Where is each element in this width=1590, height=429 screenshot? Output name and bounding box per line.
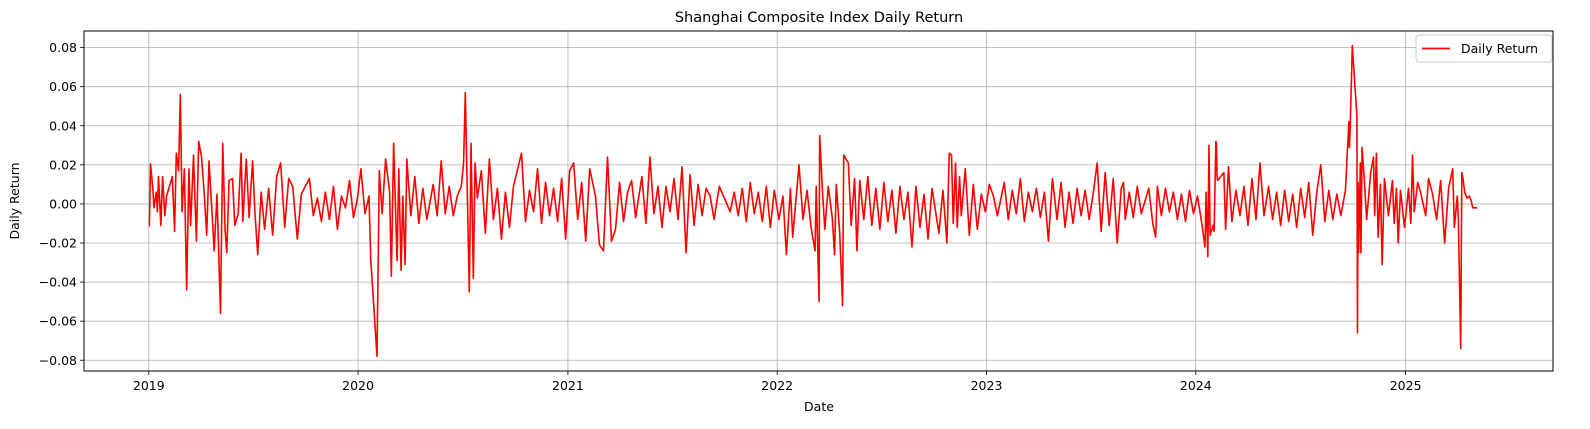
x-tick-label: 2020 (342, 378, 374, 393)
ticks-layer: 2019 2020 2021 2022 2023 2024 2025 −0.08 −0.06 −0… (39, 40, 1422, 393)
y-tick-label: 0.04 (49, 118, 77, 133)
y-axis-title: Daily Return (7, 162, 22, 239)
legend-label-daily-return: Daily Return (1461, 41, 1538, 56)
x-axis-title: Date (804, 399, 834, 414)
y-tick-label: 0.08 (49, 40, 77, 55)
y-tick-label: 0.00 (49, 196, 77, 211)
y-tick-label: −0.04 (39, 275, 77, 290)
y-tick-label: −0.06 (39, 314, 77, 329)
x-tick-label: 2024 (1180, 378, 1212, 393)
x-tick-label: 2021 (552, 378, 584, 393)
y-tick-label: −0.08 (39, 353, 77, 368)
axes-frame (83, 30, 1554, 372)
y-tick-label: 0.06 (49, 79, 77, 94)
x-tick-label: 2025 (1390, 378, 1422, 393)
chart-title: Shanghai Composite Index Daily Return (675, 10, 963, 26)
series-line-daily-return (148, 44, 1478, 358)
x-tick-label: 2023 (971, 378, 1003, 393)
y-tick-label: −0.02 (39, 236, 77, 251)
x-tick-label: 2019 (133, 378, 165, 393)
y-tick-label: 0.02 (49, 157, 77, 172)
legend-box (1415, 34, 1553, 63)
legend: Daily Return (1415, 34, 1553, 63)
x-tick-label: 2022 (761, 378, 793, 393)
series-layer (148, 44, 1478, 358)
